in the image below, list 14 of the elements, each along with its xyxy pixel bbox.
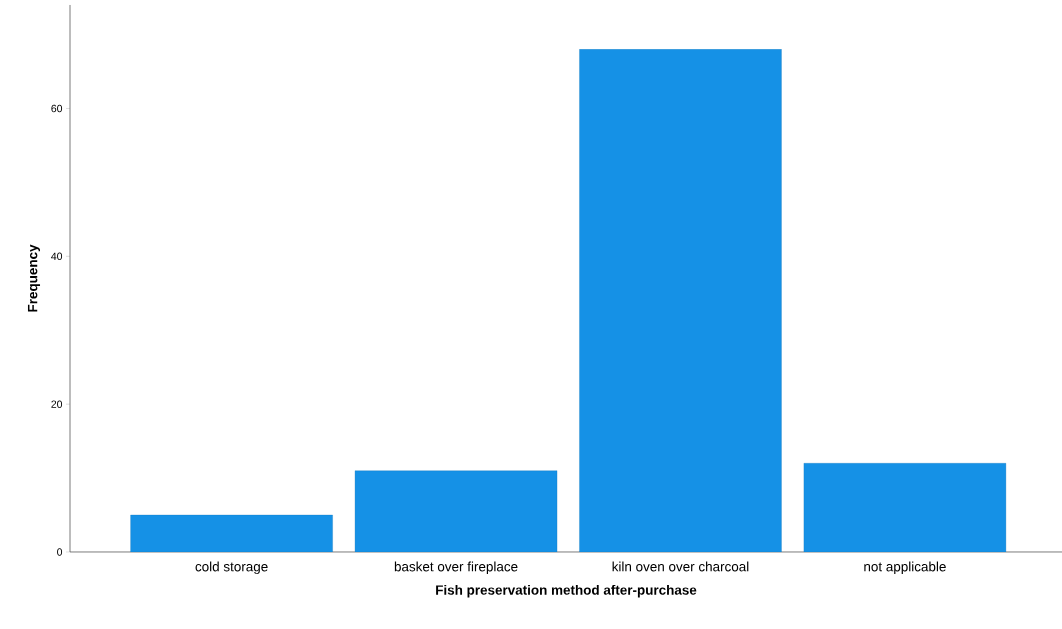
x-tick-label: kiln oven over charcoal xyxy=(612,561,749,572)
x-tick-label: not applicable xyxy=(864,561,946,575)
x-axis-title: Fish preservation method after-purchase xyxy=(436,584,697,598)
y-tick-label: 40 xyxy=(51,252,63,261)
bar xyxy=(130,514,333,552)
bar xyxy=(579,49,782,552)
y-tick-label: 20 xyxy=(51,400,63,408)
bar xyxy=(803,463,1007,552)
x-tick-label: basket over fireplace xyxy=(394,561,518,575)
y-tick-label: 60 xyxy=(51,104,63,113)
y-axis-title: Frequency xyxy=(27,244,41,312)
y-tick-label: 0 xyxy=(57,548,63,556)
x-tick-label: cold storage xyxy=(195,561,268,575)
bar xyxy=(354,470,558,552)
